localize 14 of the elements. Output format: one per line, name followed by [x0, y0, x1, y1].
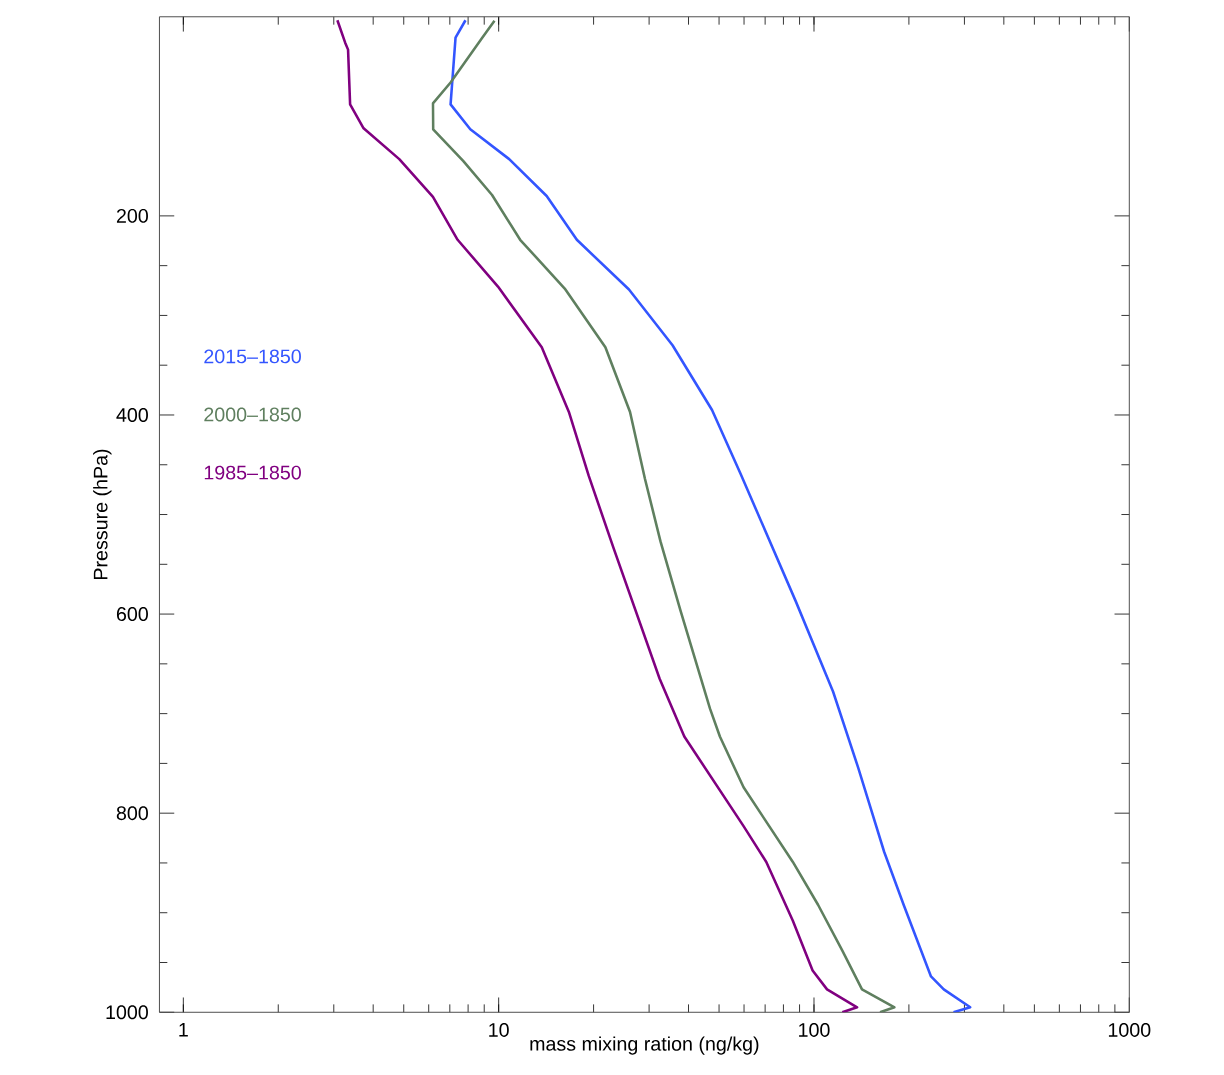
x-tick-label: 1000	[1108, 1022, 1151, 1037]
y-tick-label: 200	[116, 208, 148, 223]
x-tick-label: 1	[179, 1022, 188, 1037]
text: 2015–1850	[204, 349, 301, 364]
y-tick-label: 400	[116, 407, 148, 422]
x-axis-title: mass mixing ration (ng/kg)	[530, 1036, 759, 1055]
text: 1985–1850	[204, 465, 301, 480]
y-tick-label: 800	[116, 806, 148, 820]
x-tick-label: 10	[489, 1022, 509, 1037]
text: 2000–1850	[204, 407, 301, 422]
y-axis-title: Pressure (hPa)	[93, 449, 112, 579]
x-tick-label: 100	[799, 1022, 830, 1037]
y-tick-label: 1000	[106, 1005, 148, 1020]
y-tick-label: 600	[116, 606, 148, 621]
